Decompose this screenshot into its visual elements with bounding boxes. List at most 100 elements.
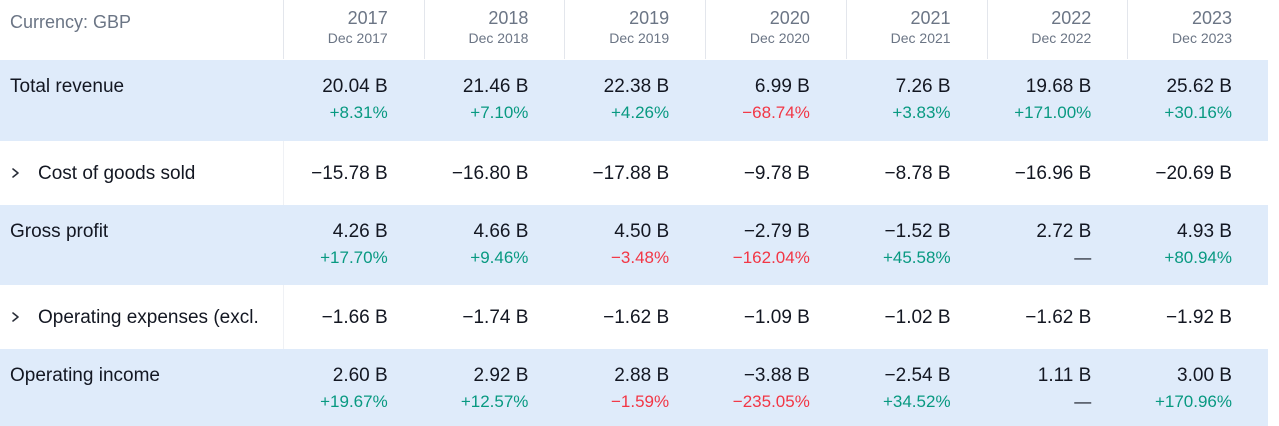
value: 4.26 B [332,221,388,242]
value: 21.46 B [462,76,529,97]
value: −1.74 B [462,306,529,328]
value-cell: −1.92 B [1127,285,1268,349]
value-cell: 4.26 B +17.70% [283,205,424,285]
change-percent: +4.26% [611,103,670,122]
value: 7.26 B [895,76,951,97]
value: 1.11 B [1037,365,1092,386]
value-cell: 22.38 B +4.26% [564,60,705,141]
change-percent: −1.59% [611,392,670,411]
value: −20.69 B [1155,162,1232,184]
value-cell: 2.88 B −1.59% [564,349,705,426]
value: −1.62 B [603,306,670,328]
row-operating-expenses[interactable]: Operating expenses (excl. −1.66 B −1.74 … [0,285,1268,349]
year-column-header-2019: 2019 Dec 2019 [564,0,705,59]
value: −17.88 B [592,162,670,184]
row-gross-profit: Gross profit 4.26 B +17.70% 4.66 B +9.46… [0,205,1268,285]
value-cell: −2.54 B +34.52% [846,349,987,426]
year-column-header-2018: 2018 Dec 2018 [423,0,565,59]
value-cell: 4.93 B +80.94% [1127,205,1268,285]
value-cell: −1.62 B [564,285,705,349]
row-label-cell: Total revenue [0,60,283,141]
value: 3.00 B [1177,365,1232,386]
value: 22.38 B [603,76,670,97]
row-label-cell: Operating income [0,349,283,426]
chevron-right-icon[interactable] [10,167,38,179]
value: −1.02 B [884,306,951,328]
change-percent: +7.10% [470,103,529,122]
period-label: Dec 2018 [468,30,529,46]
value-cell: −17.88 B [564,141,705,205]
change-percent: +12.57% [460,392,529,411]
value-cell: 4.66 B +9.46% [424,205,565,285]
value: −1.66 B [321,306,388,328]
value-cell: −9.78 B [705,141,846,205]
change-percent: −68.74% [742,103,810,122]
period-label: Dec 2020 [749,30,810,46]
value: −1.52 B [884,221,951,242]
value-cell: −3.88 B −235.05% [705,349,846,426]
change-percent: +30.16% [1164,103,1232,122]
year-column-header-2022: 2022 Dec 2022 [986,0,1128,59]
value-cell: −16.96 B [987,141,1128,205]
value-cell: −1.62 B [987,285,1128,349]
value-cell: −20.69 B [1127,141,1268,205]
value-cell: 19.68 B +171.00% [987,60,1128,141]
value-cell: 2.60 B +19.67% [283,349,424,426]
row-total-revenue: Total revenue 20.04 B +8.31% 21.46 B +7.… [0,60,1268,141]
change-percent: +8.31% [329,103,388,122]
change-percent: +170.96% [1154,392,1232,411]
chevron-right-icon[interactable] [10,311,38,323]
period-label: Dec 2022 [1031,30,1092,46]
year-column-header-2017: 2017 Dec 2017 [283,0,424,59]
value-cell: 21.46 B +7.10% [424,60,565,141]
year-column-header-2021: 2021 Dec 2021 [845,0,987,59]
change-percent: −235.05% [732,392,810,411]
change-percent: +34.52% [882,392,951,411]
value: 19.68 B [1025,76,1092,97]
change-percent: +9.46% [470,248,529,267]
row-label: Cost of goods sold [38,162,196,184]
period-label: Dec 2023 [1172,30,1232,46]
value-cell: −1.74 B [424,285,565,349]
row-label: Total revenue [10,76,125,97]
value-cell: 2.72 B — [987,205,1128,285]
value-cell: −1.02 B [846,285,987,349]
year-column-header-2023: 2023 Dec 2023 [1127,0,1268,59]
value: −1.09 B [743,306,810,328]
value: −3.88 B [743,365,810,386]
year-label: 2023 [1191,8,1232,28]
value: 25.62 B [1166,76,1232,97]
value: −1.62 B [1025,306,1092,328]
row-label-cell[interactable]: Operating expenses (excl. [0,285,283,349]
row-cost-of-goods-sold[interactable]: Cost of goods sold −15.78 B −16.80 B −17… [0,141,1268,205]
value: −9.78 B [743,162,810,184]
value: 2.60 B [332,365,388,386]
value: −8.78 B [884,162,951,184]
value-cell: −16.80 B [424,141,565,205]
year-label: 2017 [347,8,388,28]
change-percent: — [1074,392,1092,411]
table-header: Currency: GBP 2017 Dec 2017 2018 Dec 201… [0,0,1268,59]
row-label: Gross profit [10,221,109,242]
value: 2.92 B [473,365,529,386]
currency-label: Currency: GBP [10,12,132,32]
value-cell: −1.09 B [705,285,846,349]
value: −16.96 B [1014,162,1092,184]
value-cell: −1.66 B [283,285,424,349]
year-label: 2019 [629,8,670,28]
value-cell: −8.78 B [846,141,987,205]
value-cell: 7.26 B +3.83% [846,60,987,141]
row-label-cell: Gross profit [0,205,283,285]
value: 4.66 B [473,221,529,242]
row-label: Operating expenses (excl. [38,306,259,328]
year-label: 2020 [769,8,810,28]
value-cell: −15.78 B [283,141,424,205]
value-cell: 25.62 B +30.16% [1127,60,1268,141]
value-cell: −1.52 B +45.58% [846,205,987,285]
value: −15.78 B [311,162,388,184]
value: −1.92 B [1165,306,1232,328]
change-percent: — [1074,248,1092,267]
value: 2.88 B [614,365,670,386]
row-label-cell[interactable]: Cost of goods sold [0,141,283,205]
